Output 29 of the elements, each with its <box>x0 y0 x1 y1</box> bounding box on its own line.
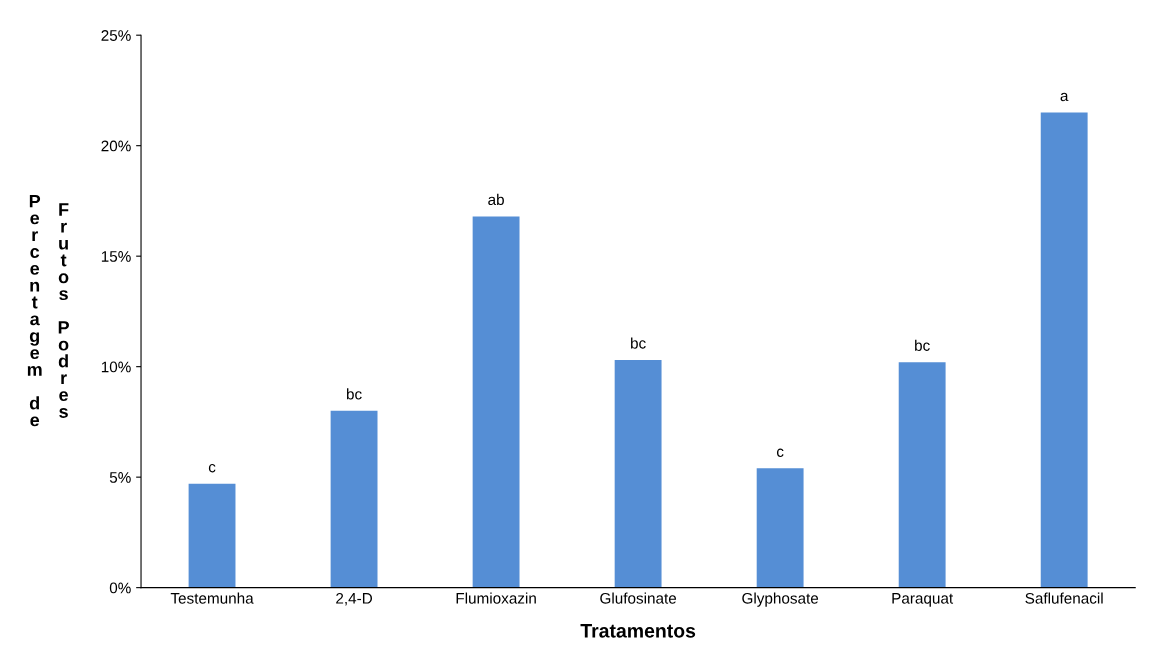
y-tick-label: 10% <box>101 361 131 373</box>
x-tick-label: Glyphosate <box>742 592 819 607</box>
x-tick-label: Saflufenacil <box>1025 592 1103 604</box>
y-tick-label: 5% <box>109 472 131 483</box>
x-tick-label: Flumioxazin <box>456 592 536 604</box>
y-tick-label: 0% <box>109 582 131 594</box>
annotation: bc <box>631 337 646 349</box>
x-tick-label: 2,4-D <box>336 592 373 606</box>
x-tick-label: Glufosinate <box>600 592 677 604</box>
bar <box>330 410 378 588</box>
text: Percentagem de Frutos Podres <box>27 194 69 427</box>
x-tick-label: Testemunha <box>170 592 254 604</box>
x-tick-label: Paraquat <box>892 593 954 607</box>
bar <box>614 360 662 588</box>
bar <box>472 216 520 588</box>
annotation: ab <box>488 193 504 206</box>
bar <box>756 468 804 588</box>
annotation: c <box>776 448 784 457</box>
bar <box>1040 112 1088 588</box>
annotation: c <box>208 464 216 473</box>
annotation: bc <box>346 388 362 400</box>
annotation: a <box>1060 92 1069 102</box>
y-tick-label: 15% <box>101 251 131 262</box>
y-tick-label: 25% <box>101 30 131 41</box>
bar <box>898 362 946 588</box>
bar <box>188 483 236 588</box>
y-tick-label: 20% <box>101 140 131 152</box>
annotation: bc <box>915 339 930 351</box>
x-axis-title: Tratamentos <box>580 624 696 638</box>
